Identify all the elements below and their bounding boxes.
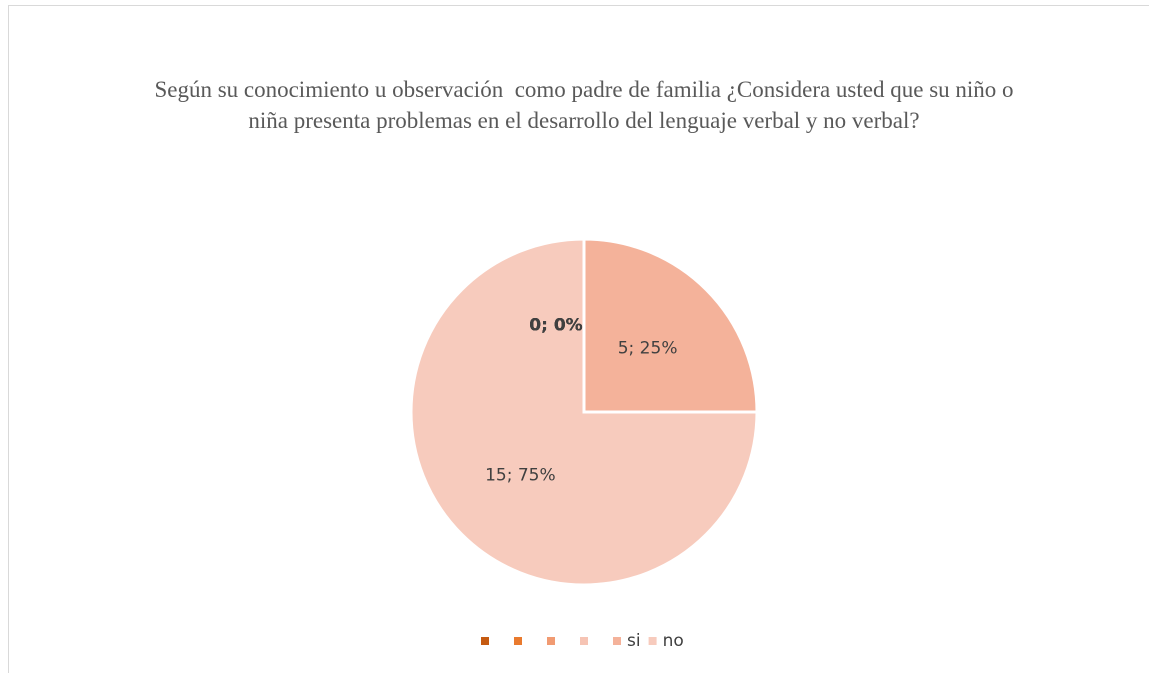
legend-marker <box>547 637 555 645</box>
legend-label: no <box>663 631 684 651</box>
legend-marker <box>481 637 489 645</box>
chart-frame <box>8 5 1149 673</box>
legend-marker <box>613 637 621 645</box>
data-label: 0; 0% <box>529 316 582 336</box>
data-label: 15; 75% <box>485 466 556 486</box>
pie-slice <box>582 237 759 414</box>
data-label: 0; 0% <box>529 316 582 336</box>
data-label: 5; 25% <box>618 338 678 358</box>
chart-title: Según su conocimiento u observación como… <box>154 77 1020 133</box>
pie-slice <box>409 237 759 587</box>
legend-marker <box>580 637 588 645</box>
legend-label: si <box>627 631 641 651</box>
data-label: 0; 0% <box>529 316 582 336</box>
legend-marker <box>514 637 522 645</box>
data-label: 0; 0% <box>529 316 582 336</box>
legend-marker <box>648 637 657 645</box>
